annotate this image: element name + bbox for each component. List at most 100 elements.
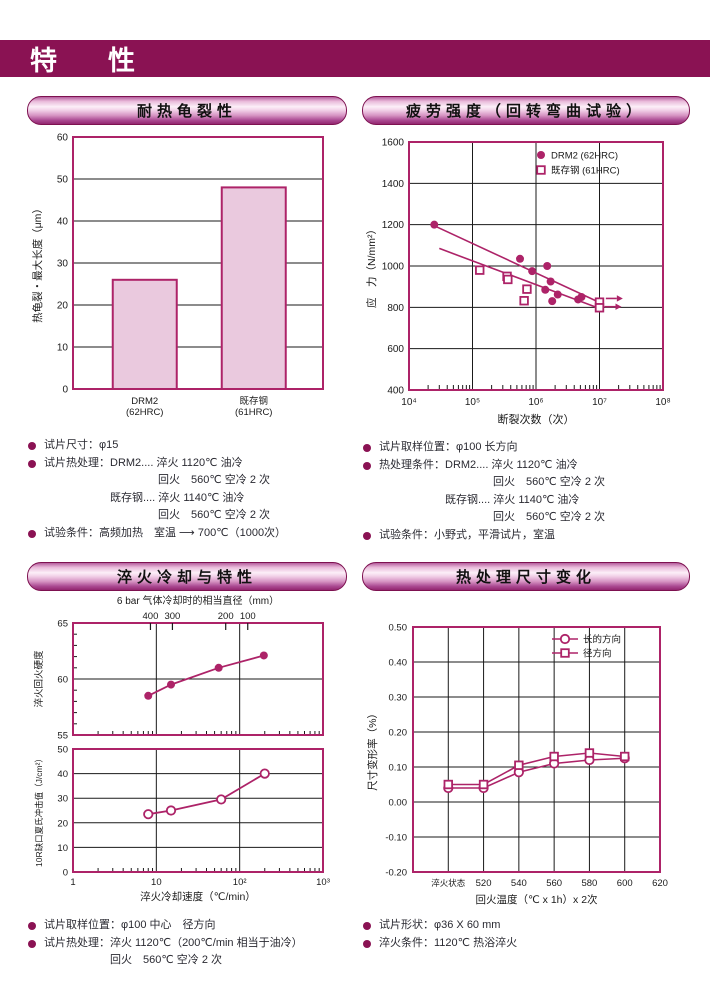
note-text: 既存钢.... 淬火 1140℃ 油冷 <box>445 493 580 506</box>
svg-text:10⁴: 10⁴ <box>401 397 416 408</box>
svg-text:50: 50 <box>57 745 68 756</box>
note-text: 热处理条件：DRM2.... 淬火 1120℃ 油冷 <box>379 458 578 471</box>
svg-text:6 bar 气体冷却时的相当直径（mm）: 6 bar 气体冷却时的相当直径（mm） <box>117 594 279 607</box>
svg-text:580: 580 <box>581 878 597 889</box>
svg-text:50: 50 <box>57 175 69 186</box>
panel-title-dimension: 热处理尺寸变化 <box>362 562 690 591</box>
svg-text:-0.10: -0.10 <box>385 833 407 844</box>
note-text: 回火 560℃ 空冷 2 次 <box>110 954 222 966</box>
svg-text:10³: 10³ <box>316 877 330 888</box>
bullet-icon <box>28 922 36 930</box>
fatigue-notes: 试片取样位置：φ100 长方向热处理条件：DRM2.... 淬火 1120℃ 油… <box>362 439 702 544</box>
svg-text:淬火冷却速度（℃/min）: 淬火冷却速度（℃/min） <box>140 890 256 903</box>
heat-crack-bar-chart: 0 10 20 30 40 50 60 DRM2(62HRC) 既存钢(61HRC) 热龟裂・最大… <box>31 133 324 418</box>
quench-notes: 试片取样位置：φ100 中心 径方向试片热处理：淬火 1120℃（200℃/mi… <box>27 917 357 970</box>
note-line: 既存钢.... 淬火 1140℃ 油冷 <box>362 492 702 510</box>
panel-title-text: 疲劳强度（回转弯曲试验） <box>405 103 646 120</box>
svg-text:20: 20 <box>57 818 68 829</box>
note-text: 回火 560℃ 空冷 2 次 <box>493 476 605 488</box>
note-line: 试验条件：小野式，平滑试片，室温 <box>362 527 702 545</box>
note-line: 试片取样位置：φ100 长方向 <box>362 439 702 457</box>
note-text: 试片形状：φ36 X 60 mm <box>379 919 501 931</box>
svg-text:DRM2 (62HRC): DRM2 (62HRC) <box>551 151 618 162</box>
svg-text:620: 620 <box>652 878 668 889</box>
note-text: 回火 560℃ 空冷 2 次 <box>158 474 270 486</box>
svg-text:1600: 1600 <box>382 138 405 149</box>
fatigue-scatter-chart: 400 600 800 1000 1200 1400 1600 10⁴ 10⁵ 10⁶ 10⁷ 10⁸… <box>365 138 671 427</box>
svg-text:淬火回火硬度: 淬火回火硬度 <box>33 650 45 708</box>
quench-line-charts: 6 bar 气体冷却时的相当直径（mm）400 300 200 100556065淬火… <box>33 594 330 903</box>
note-line: 既存钢.... 淬火 1140℃ 油冷 <box>27 490 357 508</box>
svg-text:20: 20 <box>57 301 69 312</box>
svg-text:既存钢 (61HRC): 既存钢 (61HRC) <box>551 165 620 177</box>
bullet-icon <box>28 939 36 948</box>
svg-text:200: 200 <box>218 611 234 622</box>
svg-text:40: 40 <box>57 769 68 780</box>
note-line: 回火 560℃ 空冷 2 次 <box>27 472 357 490</box>
svg-text:长的方向: 长的方向 <box>583 634 621 646</box>
svg-text:100: 100 <box>240 611 256 622</box>
svg-text:30: 30 <box>57 259 69 270</box>
svg-text:520: 520 <box>476 878 492 889</box>
svg-text:(62HRC): (62HRC) <box>126 407 163 418</box>
panel-title-quench: 淬火冷却与特性 <box>27 562 347 591</box>
svg-text:应 力（N/mm²）: 应 力（N/mm²） <box>365 224 378 308</box>
svg-text:300: 300 <box>164 611 180 622</box>
svg-text:热龟裂・最大长度（μm）: 热龟裂・最大长度（μm） <box>31 203 44 323</box>
bullet-icon <box>28 442 36 450</box>
svg-text:600: 600 <box>617 878 633 889</box>
svg-text:10: 10 <box>151 877 162 888</box>
svg-text:10: 10 <box>57 843 68 854</box>
svg-text:DRM2: DRM2 <box>131 396 158 407</box>
svg-text:0.50: 0.50 <box>389 623 408 634</box>
page-title: 特 性 <box>0 40 710 77</box>
svg-text:560: 560 <box>546 878 562 889</box>
bullet-icon <box>363 939 371 948</box>
svg-text:10²: 10² <box>233 877 247 888</box>
svg-text:10⁶: 10⁶ <box>528 397 543 408</box>
svg-text:(61HRC): (61HRC) <box>235 407 272 418</box>
note-text: 试片取样位置：φ100 长方向 <box>379 441 518 453</box>
svg-text:40: 40 <box>57 217 69 228</box>
svg-text:10⁵: 10⁵ <box>465 397 480 408</box>
svg-text:0.00: 0.00 <box>389 798 408 809</box>
svg-text:400: 400 <box>143 611 159 622</box>
note-line: 回火 560℃ 空冷 2 次 <box>362 474 702 492</box>
svg-text:尺寸变形率（%）: 尺寸变形率（%） <box>366 708 379 791</box>
note-text: 试片尺寸：φ15 <box>44 439 119 451</box>
bullet-icon <box>363 922 371 930</box>
bullet-icon <box>28 459 36 468</box>
svg-text:800: 800 <box>387 303 404 314</box>
note-line: 试验条件：高频加热 室温 ⟶ 700℃（1000次） <box>27 525 357 543</box>
svg-text:10: 10 <box>57 343 69 354</box>
dimension-line-chart: -0.20 -0.10 0.00 0.10 0.20 0.30 0.40 0.50 淬火状态 52… <box>366 623 668 907</box>
heat-crack-notes: 试片尺寸：φ15 试片热处理：DRM2.... 淬火 1120℃ 油冷回火 560… <box>27 437 357 542</box>
note-text: 淬火条件：1120℃ 热浴淬火 <box>379 936 518 949</box>
svg-text:30: 30 <box>57 794 68 805</box>
svg-text:10⁷: 10⁷ <box>592 397 607 408</box>
note-text: 试片热处理：淬火 1120℃（200℃/min 相当于油冷） <box>44 936 303 949</box>
svg-text:-0.20: -0.20 <box>385 868 407 879</box>
note-line: 热处理条件：DRM2.... 淬火 1120℃ 油冷 <box>362 457 702 475</box>
svg-text:1200: 1200 <box>382 220 405 231</box>
bullet-icon <box>28 529 36 538</box>
note-text: 试片热处理：DRM2.... 淬火 1120℃ 油冷 <box>44 456 243 469</box>
note-line: 回火 560℃ 空冷 2 次 <box>27 507 357 525</box>
bullet-icon <box>363 531 371 540</box>
svg-text:55: 55 <box>57 731 68 742</box>
note-text: 试片取样位置：φ100 中心 径方向 <box>44 919 216 931</box>
note-line: 回火 560℃ 空冷 2 次 <box>27 952 357 970</box>
svg-text:0: 0 <box>62 385 68 396</box>
svg-text:淬火状态: 淬火状态 <box>431 878 466 888</box>
note-line: 试片取样位置：φ100 中心 径方向 <box>27 917 357 935</box>
svg-text:0.30: 0.30 <box>389 693 408 704</box>
svg-text:400: 400 <box>387 386 404 397</box>
note-line: 试片热处理：淬火 1120℃（200℃/min 相当于油冷） <box>27 935 357 953</box>
svg-text:10⁸: 10⁸ <box>655 397 670 408</box>
svg-text:10R缺口夏氏冲击值（J/cm²）: 10R缺口夏氏冲击值（J/cm²） <box>34 754 44 867</box>
svg-text:60: 60 <box>57 675 68 686</box>
note-line: 回火 560℃ 空冷 2 次 <box>362 509 702 527</box>
note-text: 试验条件：小野式，平滑试片，室温 <box>379 528 555 541</box>
bullet-icon <box>363 461 371 470</box>
page-title-text: 特 性 <box>30 46 147 76</box>
